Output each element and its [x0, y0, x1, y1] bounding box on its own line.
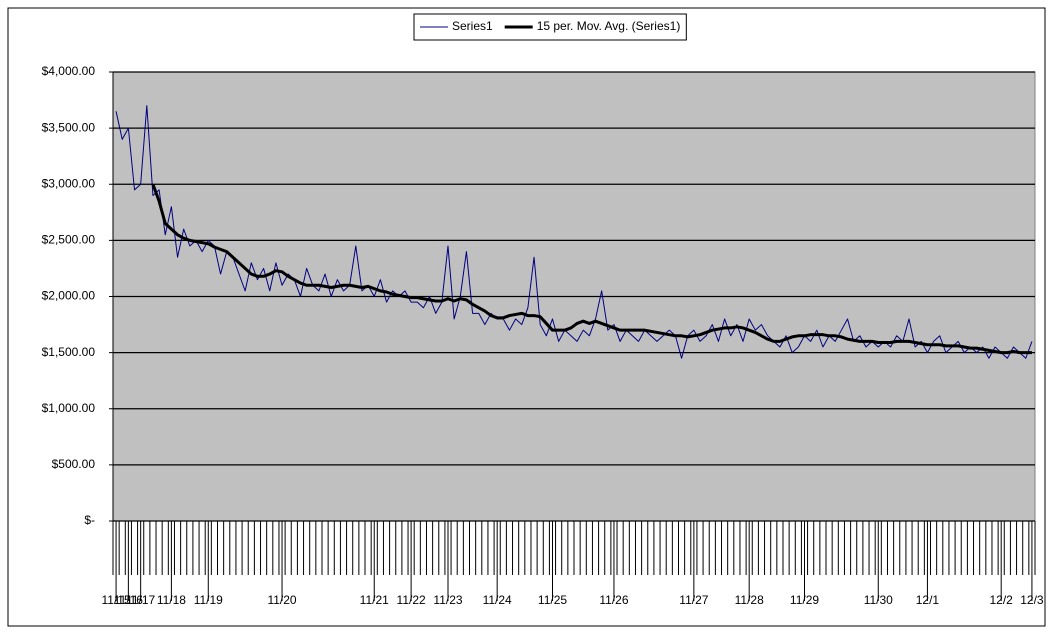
x-tick-label: 12/2 [990, 593, 1014, 607]
y-tick-label: $- [84, 513, 95, 527]
x-tick-label: 11/30 [864, 593, 893, 607]
y-tick-label: $3,500.00 [42, 120, 96, 134]
y-tick-label: $2,000.00 [42, 289, 96, 303]
x-tick-label: 11/17 [126, 593, 155, 607]
series-line [151, 183, 1032, 355]
x-tick-label: 11/26 [599, 593, 628, 607]
x-tick-label: 11/20 [267, 593, 296, 607]
y-tick-label: $1,000.00 [42, 401, 96, 415]
y-tick-label: $3,000.00 [42, 176, 96, 190]
legend-label: Series1 [452, 19, 493, 33]
x-tick-label: 11/22 [397, 593, 426, 607]
series-line [115, 105, 1033, 359]
y-tick-label: $1,500.00 [42, 345, 96, 359]
x-tick-label: 11/23 [433, 593, 462, 607]
x-tick-label: 11/25 [538, 593, 567, 607]
x-tick-label: 11/29 [790, 593, 819, 607]
x-tick-label: 11/28 [735, 593, 764, 607]
legend-label: 15 per. Mov. Avg. (Series1) [537, 19, 681, 33]
x-tick-label: 11/24 [483, 593, 512, 607]
y-tick-label: $4,000.00 [42, 64, 96, 78]
x-tick-label: 11/27 [679, 593, 708, 607]
x-tick-label: 12/1 [916, 593, 940, 607]
y-tick-label: $500.00 [52, 457, 96, 471]
x-tick-label: 11/18 [157, 593, 186, 607]
x-tick-label: 11/15 [102, 593, 131, 607]
x-tick-label: 11/21 [360, 593, 389, 607]
legend-box [413, 13, 687, 41]
x-tick-label: 12/3 [1020, 593, 1044, 607]
x-tick-label: 11/19 [194, 593, 223, 607]
x-tick-label: 11/16 [114, 593, 143, 607]
y-tick-label: $2,500.00 [42, 233, 96, 247]
